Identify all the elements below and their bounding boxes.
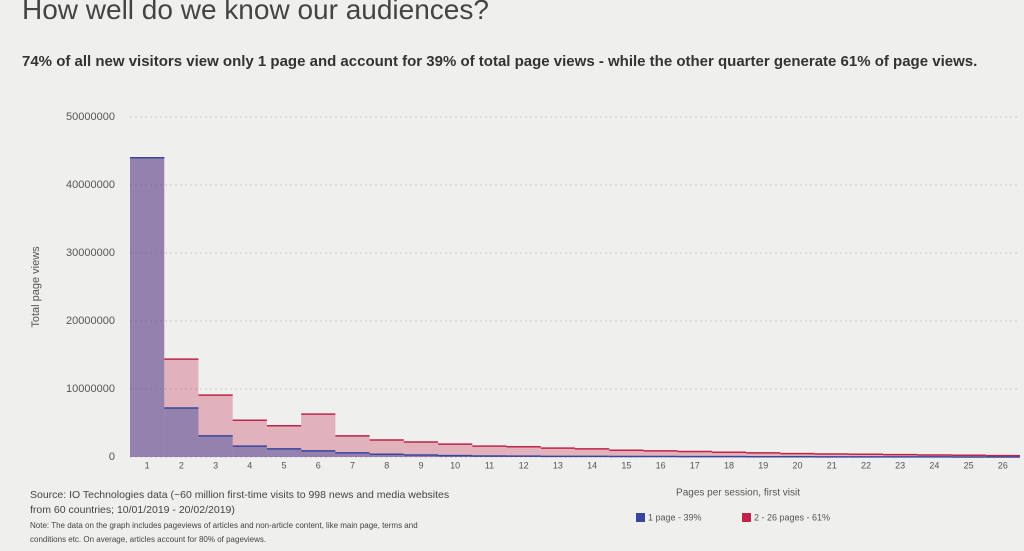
y-tick-label: 40000000 (66, 179, 115, 191)
step-bar (780, 453, 815, 457)
y-tick-label: 20000000 (66, 315, 115, 327)
y-axis-label: Total page views (30, 246, 42, 328)
step-bar (164, 408, 199, 457)
step-bar (369, 440, 404, 457)
x-tick-label: 17 (690, 460, 700, 470)
note: Note: The data on the graph includes pag… (30, 521, 418, 544)
x-tick-label: 9 (418, 460, 423, 470)
x-tick-label: 4 (247, 460, 252, 470)
x-tick-label: 19 (758, 460, 768, 470)
step-bar (301, 414, 336, 457)
subtitle: 74% of all new visitors view only 1 page… (22, 53, 978, 70)
step-bar (677, 451, 712, 457)
step-bar (335, 435, 370, 457)
step-bar (506, 446, 541, 457)
step-bar (711, 452, 747, 457)
x-tick-label: 11 (485, 460, 494, 470)
step-bar (198, 395, 233, 457)
step-bar (403, 454, 439, 457)
x-axis-label: Pages per session, first visit (676, 488, 800, 499)
x-tick-label: 18 (724, 460, 734, 470)
step-bar (232, 446, 267, 457)
step-bar (814, 453, 849, 457)
x-tick-label: 2 (179, 460, 184, 470)
x-tick-label: 25 (964, 460, 974, 470)
legend-label: 2 - 26 pages - 61% (754, 512, 830, 522)
x-tick-label: 14 (587, 460, 597, 470)
step-bar (951, 455, 986, 457)
step-bar (266, 448, 302, 457)
x-tick-label: 8 (384, 460, 389, 470)
x-tick-label: 26 (998, 460, 1008, 470)
legend-swatch (636, 513, 645, 522)
step-bar (198, 435, 233, 457)
step-bar (472, 446, 507, 457)
legend-swatch (742, 513, 751, 522)
y-tick-label: 50000000 (66, 111, 115, 123)
x-tick-label: 7 (350, 460, 355, 470)
legend-label: 1 page - 39% (648, 512, 702, 522)
x-tick-label: 6 (316, 460, 321, 470)
x-tick-label: 15 (621, 460, 631, 470)
x-tick-label: 23 (895, 460, 905, 470)
x-tick-label: 20 (792, 460, 802, 470)
x-tick-label: 22 (861, 460, 871, 470)
y-tick-label: 30000000 (66, 247, 115, 259)
step-bar (575, 448, 610, 457)
step-bar (266, 425, 302, 457)
x-tick-label: 3 (213, 460, 218, 470)
step-bar (883, 454, 918, 457)
y-tick-label: 10000000 (66, 383, 115, 395)
x-tick-label: 21 (827, 460, 837, 470)
step-bar (609, 450, 644, 457)
step-bar (130, 157, 165, 458)
step-bar (746, 452, 781, 457)
step-bar (848, 454, 884, 457)
step-bar (301, 450, 336, 457)
step-bar (232, 420, 267, 457)
x-tick-label: 16 (656, 460, 666, 470)
step-bar (540, 448, 575, 457)
x-tick-label: 24 (929, 460, 939, 470)
y-tick-label: 0 (109, 451, 115, 463)
step-bar (130, 157, 165, 458)
step-bar (917, 454, 952, 457)
step-bar (335, 452, 370, 457)
x-tick-label: 12 (519, 460, 529, 470)
step-bar (438, 444, 473, 457)
source: Source: IO Technologies data (~60 millio… (30, 489, 450, 516)
x-tick-label: 10 (450, 460, 460, 470)
x-tick-label: 5 (282, 460, 287, 470)
x-tick-label: 13 (553, 460, 563, 470)
x-tick-label: 1 (145, 460, 150, 470)
title: How well do we know our audiences? (22, 0, 489, 25)
step-bar (643, 450, 678, 457)
step-bar (403, 442, 439, 457)
step-bar (369, 454, 404, 457)
